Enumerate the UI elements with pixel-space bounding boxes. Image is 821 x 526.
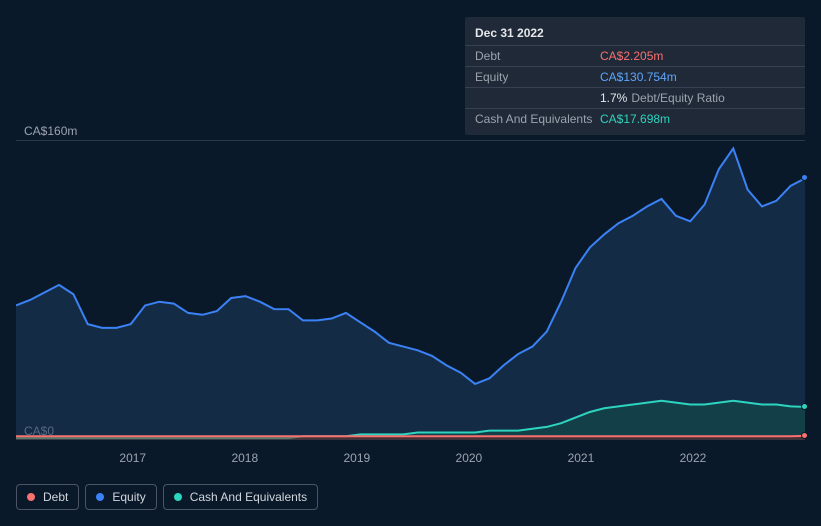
legend-label: Debt (43, 490, 68, 504)
tooltip-row-value: CA$17.698m (600, 112, 670, 126)
legend-item-debt[interactable]: Debt (16, 484, 79, 510)
tooltip-row-value: CA$2.205m (600, 49, 663, 63)
x-tick-label: 2019 (343, 451, 370, 465)
tooltip-row: DebtCA$2.205m (465, 45, 805, 66)
tooltip-row: Cash And EquivalentsCA$17.698m (465, 108, 805, 129)
legend-label: Cash And Equivalents (190, 490, 307, 504)
equity-area (16, 148, 805, 440)
tooltip-row-label: Cash And Equivalents (475, 112, 600, 126)
x-tick-label: 2021 (568, 451, 595, 465)
series-end-marker (801, 432, 808, 439)
legend-dot (27, 493, 35, 501)
tooltip-row: 1.7% Debt/Equity Ratio (465, 87, 805, 108)
chart-plot-area[interactable] (16, 140, 805, 440)
legend-dot (96, 493, 104, 501)
legend-label: Equity (112, 490, 145, 504)
tooltip-date: Dec 31 2022 (465, 23, 805, 45)
x-tick-label: 2022 (680, 451, 707, 465)
legend-item-equity[interactable]: Equity (85, 484, 156, 510)
x-tick-label: 2020 (456, 451, 483, 465)
x-tick-label: 2018 (231, 451, 258, 465)
tooltip-row-value: 1.7% (600, 91, 627, 105)
chart-legend: Debt Equity Cash And Equivalents (16, 484, 318, 510)
tooltip-row-label (475, 91, 600, 105)
tooltip-row-label: Equity (475, 70, 600, 84)
legend-dot (174, 493, 182, 501)
series-end-marker (801, 403, 808, 410)
y-axis-top-label: CA$160m (24, 124, 77, 138)
chart-svg (16, 141, 805, 440)
legend-item-cash-and-equivalents[interactable]: Cash And Equivalents (163, 484, 318, 510)
tooltip-row-value: CA$130.754m (600, 70, 677, 84)
tooltip-row-label: Debt (475, 49, 600, 63)
tooltip-row: EquityCA$130.754m (465, 66, 805, 87)
x-tick-label: 2017 (119, 451, 146, 465)
chart-tooltip: Dec 31 2022 DebtCA$2.205mEquityCA$130.75… (465, 17, 805, 135)
tooltip-row-suffix: Debt/Equity Ratio (631, 91, 724, 105)
series-end-marker (801, 174, 808, 181)
